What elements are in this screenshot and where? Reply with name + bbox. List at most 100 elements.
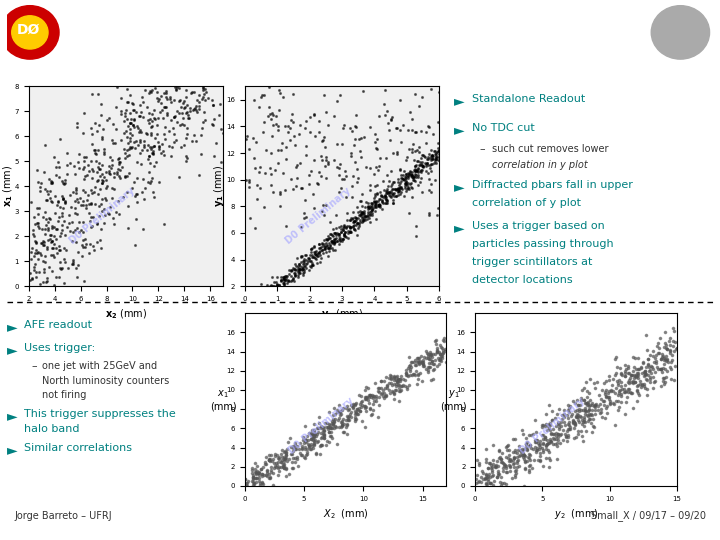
Point [406,148,418,157]
Point [363,204,374,212]
Point [551,438,562,447]
Point [267,469,279,477]
Point [388,394,400,403]
Point [433,348,444,356]
Point [405,171,417,180]
Point [655,365,667,374]
Point [40,215,52,224]
Point [158,146,169,155]
Point [400,169,412,178]
Point [429,355,441,364]
Point [353,174,364,183]
Point [498,462,510,471]
Point [310,450,321,458]
Point [197,86,209,94]
Point [297,442,308,450]
Point [405,357,417,366]
Point [475,472,487,481]
Point [372,197,384,206]
Point [402,364,414,373]
Point [95,224,107,233]
Point [91,219,103,228]
Point [366,206,377,214]
Point [574,401,585,409]
Point [130,192,141,200]
Point [616,385,628,394]
Point [100,167,112,176]
Point [639,384,651,393]
Point [492,462,504,470]
Point [330,230,342,239]
Point [252,300,264,308]
Point [576,394,588,402]
Point [89,188,100,197]
Point [307,430,319,438]
Point [369,201,381,210]
Point [352,406,364,414]
Point [389,376,400,384]
Point [325,431,337,440]
Point [351,409,363,418]
Point [318,430,330,438]
Point [564,417,575,426]
Point [40,221,52,230]
Point [359,211,371,220]
Point [343,412,355,421]
Point [437,349,449,358]
Point [78,242,89,251]
Point [264,456,276,465]
Point [501,442,513,450]
Point [25,254,37,263]
Point [283,269,294,278]
Point [149,115,161,124]
Point [269,287,280,296]
Point [86,174,97,183]
Point [291,442,302,450]
Point [387,148,399,157]
Point [53,241,65,250]
Point [77,185,89,194]
Point [319,244,330,253]
Point [46,178,58,186]
Point [250,467,261,476]
Point [413,359,425,367]
Point [491,473,503,482]
Point [253,167,265,176]
Point [378,186,390,195]
Point [355,152,366,161]
Point [562,424,574,433]
Point [537,430,549,439]
Point [297,433,309,442]
Point [250,478,261,487]
Point [416,166,428,174]
Point [189,131,200,139]
Point [503,441,514,450]
Point [348,221,359,230]
Point [510,435,521,443]
Point [300,450,312,459]
Point [41,195,53,204]
Point [373,400,384,409]
Point [390,192,401,200]
Point [331,140,343,149]
Point [333,408,344,416]
Point [383,191,395,199]
Point [125,136,136,145]
Point [338,124,349,132]
Point [261,285,273,294]
Point [78,197,89,206]
Point [328,238,340,246]
Point [251,470,262,478]
Point [359,386,371,395]
Point [73,150,85,159]
Point [41,274,53,282]
Point [541,439,553,448]
Point [158,151,169,159]
Point [519,464,531,472]
Point [606,381,618,390]
Point [280,448,292,456]
Point [612,406,624,414]
Point [334,236,346,245]
Point [342,415,354,424]
Point [536,421,547,430]
